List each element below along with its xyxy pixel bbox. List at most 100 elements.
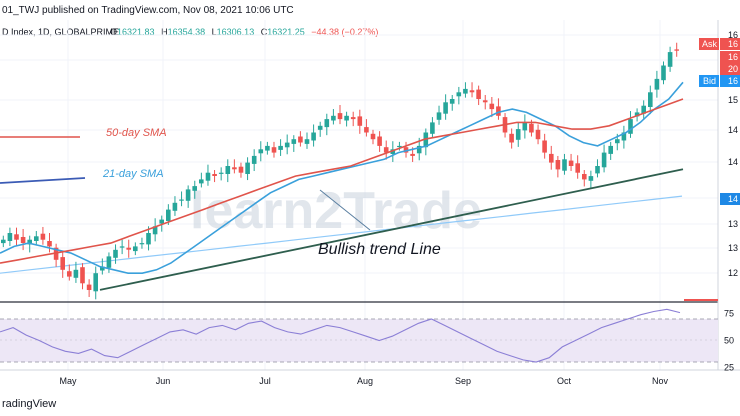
month-label: Jul (259, 376, 271, 386)
candle-body (654, 78, 660, 90)
candle-body (291, 139, 297, 144)
candle-body (390, 149, 396, 154)
candle-body (555, 160, 561, 170)
trend-line-label: Bullish trend Line (318, 241, 441, 258)
candle-body (601, 152, 607, 168)
rsi-line (0, 308, 681, 363)
price-tag-1 (720, 51, 740, 63)
bid-value: 16 (728, 76, 738, 86)
published-line: 01_TWJ published on TradingView.com, Nov… (2, 5, 294, 16)
candle-body (621, 132, 627, 141)
rsi-axis-label: 75 (724, 309, 734, 319)
close-label: C (261, 27, 268, 37)
low-value: 16306.13 (217, 27, 255, 37)
candle-body (529, 123, 534, 133)
candle-body (377, 136, 382, 146)
price-tag-value-1: 16 (728, 52, 738, 62)
candle-body (304, 139, 310, 144)
candle-body (397, 145, 402, 148)
candle-body (265, 145, 270, 151)
rsi-path (0, 308, 681, 363)
bullish-trend-line[interactable] (99, 168, 684, 291)
candle-body (476, 89, 481, 99)
candle-body (317, 125, 323, 130)
candle-body (364, 127, 369, 133)
candle-body (522, 122, 528, 131)
candle-body (80, 267, 85, 284)
candle-body (86, 284, 92, 290)
ask-value: 16 (728, 39, 738, 49)
candle-body (509, 133, 514, 143)
candle-body (1, 239, 6, 244)
price-axis-label: 14 (728, 157, 738, 167)
candle-body (218, 172, 224, 174)
candle-body (350, 117, 356, 120)
candle-body (67, 271, 72, 277)
candle-body (311, 132, 316, 141)
candle-body (212, 174, 217, 176)
candle-body (549, 153, 554, 163)
month-label: Sep (455, 376, 471, 386)
change-value: −44.38 (−0.27%) (311, 27, 378, 37)
rsi-axis[interactable]: 75 50 25 (724, 309, 734, 373)
price-axis-label: 14 (728, 125, 738, 135)
drawing-line[interactable] (319, 189, 371, 231)
candle-body (7, 233, 13, 241)
open-value: 16321.83 (117, 27, 155, 37)
bid-tag: Bid (699, 75, 719, 87)
candle-body (562, 159, 567, 171)
candle-body (185, 189, 191, 201)
candle-body (238, 166, 244, 173)
candle-body (146, 233, 151, 245)
candle-body (119, 246, 125, 248)
candle-body (47, 241, 52, 247)
candle-body (133, 246, 138, 252)
candle-body (463, 88, 468, 94)
high-value: 16354.38 (168, 27, 206, 37)
candle-body (575, 163, 580, 173)
candle-body (93, 273, 98, 292)
candle-body (489, 103, 495, 110)
candle-body (284, 142, 290, 148)
candle-body (403, 147, 409, 153)
price-tag-value-2: 20 (728, 64, 738, 74)
candle-body (595, 166, 600, 174)
candle-body (588, 176, 594, 181)
candle-body (515, 129, 521, 140)
ohlc-readout: O16321.83 H16354.38 L16306.13 C16321.25 … (110, 27, 378, 37)
candle-body (416, 145, 422, 154)
candle-body (27, 239, 32, 245)
sma21-path (0, 81, 684, 275)
candle-body (100, 266, 105, 271)
close-value: 16321.25 (267, 27, 305, 37)
candle-body (179, 199, 184, 201)
candle-body (126, 247, 131, 250)
candle-body (430, 122, 435, 134)
candles (1, 42, 679, 300)
candle-body (615, 139, 620, 144)
time-axis[interactable]: May Jun Jul Aug Sep Oct Nov (59, 376, 668, 386)
candle-body (496, 106, 501, 116)
month-label: Oct (557, 376, 572, 386)
candle-body (159, 219, 164, 224)
candle-body (34, 236, 39, 241)
candle-body (278, 145, 283, 150)
candle-body (423, 132, 429, 148)
candle-body (667, 52, 673, 67)
candle-body (674, 49, 679, 51)
candle-body (641, 105, 646, 114)
candle-body (166, 209, 171, 221)
candle-body (542, 140, 547, 153)
candle-body (205, 172, 211, 181)
ask-tag: Ask (699, 38, 719, 50)
symbol-line: D Index, 1D, GLOBALPRIME (2, 27, 119, 37)
rsi-marker (684, 299, 718, 301)
rsi-axis-label: 25 (724, 362, 734, 372)
candle-body (73, 269, 79, 278)
ask-value-tag (720, 38, 740, 50)
candle-body (113, 249, 118, 258)
sma-long-path (0, 195, 683, 274)
candle-body (331, 115, 336, 121)
candle-body (608, 145, 613, 154)
